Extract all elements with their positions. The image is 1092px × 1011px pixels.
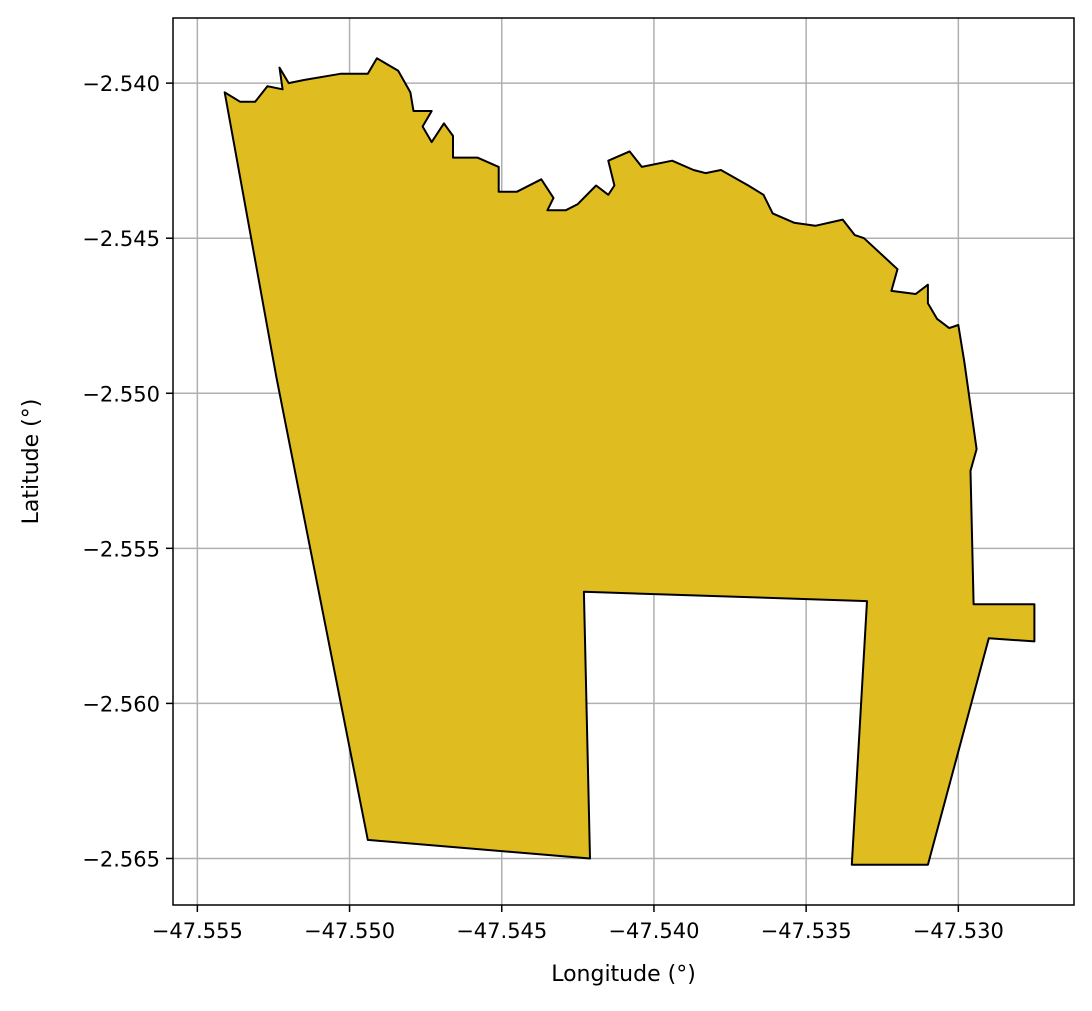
y-tick-label: −2.540 bbox=[82, 72, 160, 96]
x-tick-label: −47.530 bbox=[913, 919, 1004, 943]
x-tick-label: −47.550 bbox=[304, 919, 395, 943]
x-tick-label: −47.540 bbox=[608, 919, 699, 943]
y-tick-label: −2.560 bbox=[82, 692, 160, 716]
x-tick-label: −47.545 bbox=[456, 919, 547, 943]
y-tick-label: −2.555 bbox=[82, 537, 160, 561]
x-tick-label: −47.555 bbox=[152, 919, 243, 943]
y-axis-label: Latitude (°) bbox=[19, 399, 44, 525]
axes-frame bbox=[172, 17, 1075, 906]
y-tick-label: −2.545 bbox=[82, 227, 160, 251]
x-tick-label: −47.535 bbox=[761, 919, 852, 943]
y-tick-label: −2.565 bbox=[82, 847, 160, 871]
x-axis-label: Longitude (°) bbox=[551, 962, 696, 987]
tick-marks: −47.555 −47.550 −47.545 −47.540 −47.535 −47.5… bbox=[82, 72, 1004, 943]
y-tick-label: −2.550 bbox=[82, 382, 160, 406]
polygon-layer bbox=[223, 57, 1036, 866]
region-polygon bbox=[223, 57, 1036, 866]
